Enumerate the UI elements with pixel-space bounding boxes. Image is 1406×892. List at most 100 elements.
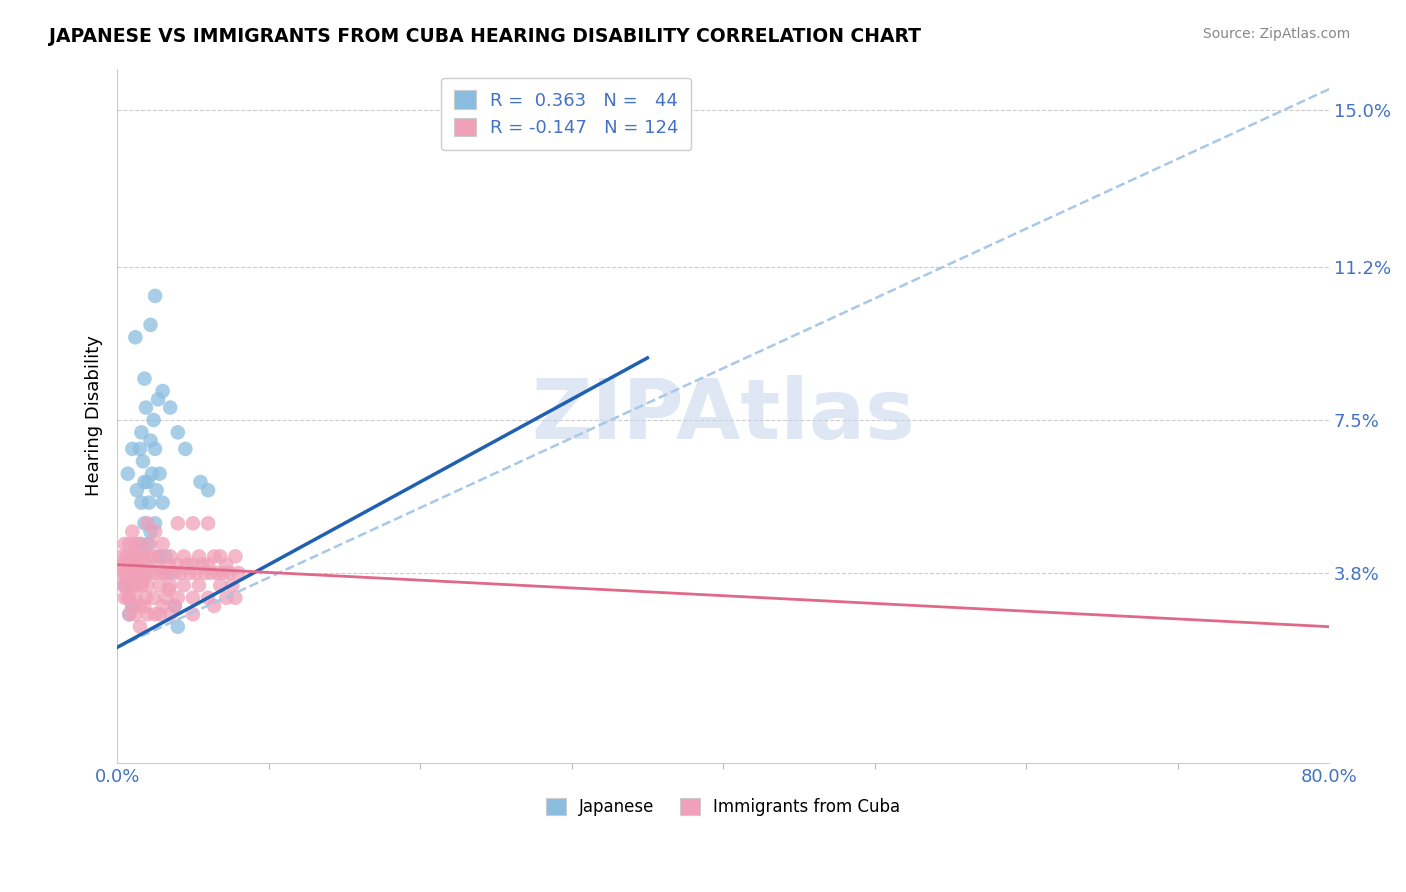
Point [127,549,149,564]
Point [136,549,159,564]
Point [188,578,211,592]
Point [197,591,219,605]
Point [159,566,181,580]
Point [176,558,198,572]
Point [118,607,141,622]
Point [181,558,204,572]
Point [134,566,156,580]
Point [143,607,166,622]
Point [114,578,136,592]
Point [120,574,142,589]
Point [184,566,207,580]
Point [166,425,188,440]
Point [166,591,188,605]
Point [121,524,143,539]
Point [149,549,172,564]
Point [121,578,143,592]
Point [155,591,177,605]
Point [139,318,162,332]
Point [146,392,169,407]
Point [139,524,162,539]
Point [114,566,136,580]
Point [142,549,165,564]
Point [149,607,172,622]
Point [197,516,219,531]
Point [112,558,135,572]
Point [121,599,143,613]
Point [125,558,148,572]
Point [115,574,138,589]
Point [221,578,243,592]
Point [163,599,186,613]
Point [136,607,159,622]
Point [129,442,152,456]
Point [117,558,139,572]
Point [202,599,225,613]
Point [142,413,165,427]
Point [159,401,181,415]
Point [157,582,180,597]
Point [131,425,153,440]
Point [129,537,152,551]
Point [218,566,240,580]
Point [124,537,146,551]
Point [197,558,219,572]
Point [166,558,188,572]
Point [188,549,211,564]
Point [190,475,212,489]
Point [124,566,146,580]
Point [209,549,232,564]
Point [115,549,138,564]
Point [117,591,139,605]
Point [131,578,153,592]
Point [124,558,146,572]
Point [142,591,165,605]
Point [112,578,135,592]
Point [111,549,134,564]
Point [143,524,166,539]
Point [163,599,186,613]
Point [121,558,143,572]
Point [132,574,155,589]
Point [228,566,250,580]
Point [157,558,180,572]
Point [132,454,155,468]
Point [181,591,204,605]
Point [149,549,172,564]
Point [114,591,136,605]
Point [202,549,225,564]
Point [122,566,145,580]
Point [118,566,141,580]
Point [135,401,157,415]
Point [134,475,156,489]
Point [141,467,163,481]
Point [135,558,157,572]
Point [131,558,153,572]
Point [136,537,159,551]
Point [143,516,166,531]
Point [143,442,166,456]
Point [173,578,195,592]
Text: Source: ZipAtlas.com: Source: ZipAtlas.com [1202,27,1350,41]
Y-axis label: Hearing Disability: Hearing Disability [86,335,103,496]
Point [166,620,188,634]
Point [173,549,195,564]
Point [121,442,143,456]
Point [114,537,136,551]
Point [118,537,141,551]
Point [139,434,162,448]
Point [215,558,238,572]
Point [152,384,174,398]
Point [127,574,149,589]
Point [136,475,159,489]
Point [159,549,181,564]
Point [129,599,152,613]
Point [117,467,139,481]
Point [155,549,177,564]
Point [152,599,174,613]
Point [200,566,222,580]
Point [145,483,167,498]
Point [138,496,160,510]
Point [179,566,201,580]
Point [124,330,146,344]
